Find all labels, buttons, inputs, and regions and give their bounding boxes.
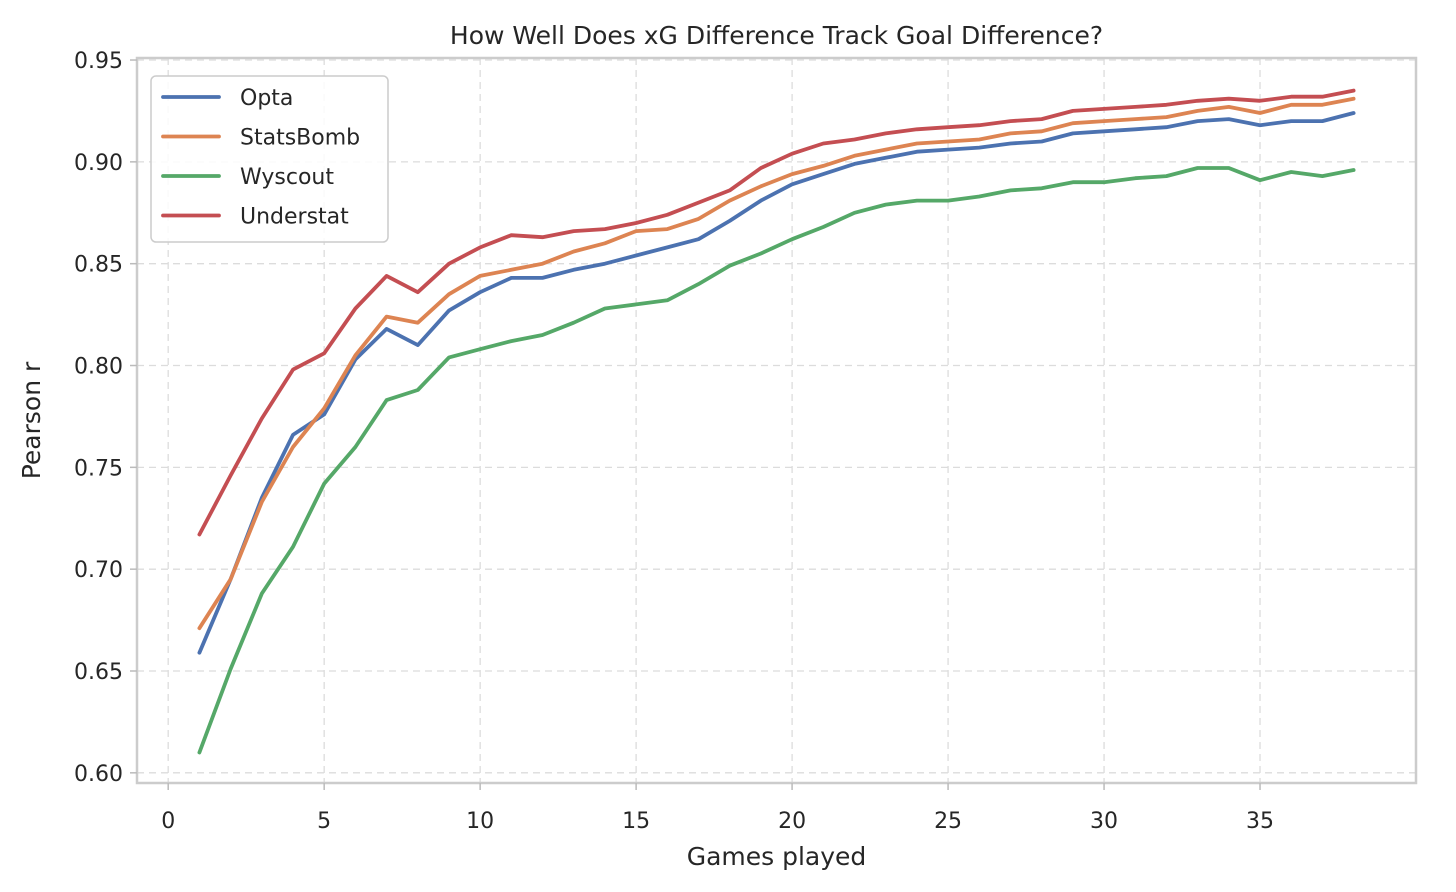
series-lines	[197, 88, 1356, 755]
x-tick-label: 0	[161, 809, 175, 834]
chart-title: How Well Does xG Difference Track Goal D…	[450, 21, 1103, 50]
y-tick-label: 0.75	[74, 456, 123, 481]
y-tick-label: 0.65	[74, 660, 123, 685]
series-line-statsbomb	[197, 96, 1356, 631]
y-tick-label: 0.80	[74, 355, 123, 380]
series-line-opta	[197, 111, 1356, 655]
plot-frame	[135, 56, 1418, 785]
y-tick-label: 0.70	[74, 558, 123, 583]
legend: Opta StatsBomb Wyscout Understat	[150, 75, 389, 243]
x-tick-label: 35	[1246, 809, 1274, 834]
legend-label-opta: Opta	[240, 86, 293, 111]
x-tick-label: 5	[317, 809, 331, 834]
y-tick-label: 0.85	[74, 253, 123, 278]
series-line-understat	[197, 88, 1356, 537]
x-axis-label: Games played	[687, 842, 867, 871]
x-tick-label: 25	[934, 809, 962, 834]
x-tick-label: 10	[466, 809, 494, 834]
x-tick-label: 15	[622, 809, 650, 834]
x-tick-label: 20	[778, 809, 806, 834]
legend-box	[150, 75, 389, 243]
x-tick-label: 30	[1090, 809, 1118, 834]
legend-label-understat: Understat	[240, 205, 349, 230]
y-tick-label: 0.95	[74, 49, 123, 74]
y-axis-label: Pearson r	[17, 361, 46, 479]
legend-label-wyscout: Wyscout	[240, 165, 334, 190]
axis-ticks: 0 5 10 15 20 25 30 35 0.60 0.65 0.70 0.75 0.80 0.85 0.…	[74, 49, 1274, 834]
y-tick-label: 0.60	[74, 762, 123, 787]
series-line-wyscout	[197, 166, 1356, 755]
y-tick-label: 0.90	[74, 151, 123, 176]
legend-label-statsbomb: StatsBomb	[240, 126, 360, 151]
